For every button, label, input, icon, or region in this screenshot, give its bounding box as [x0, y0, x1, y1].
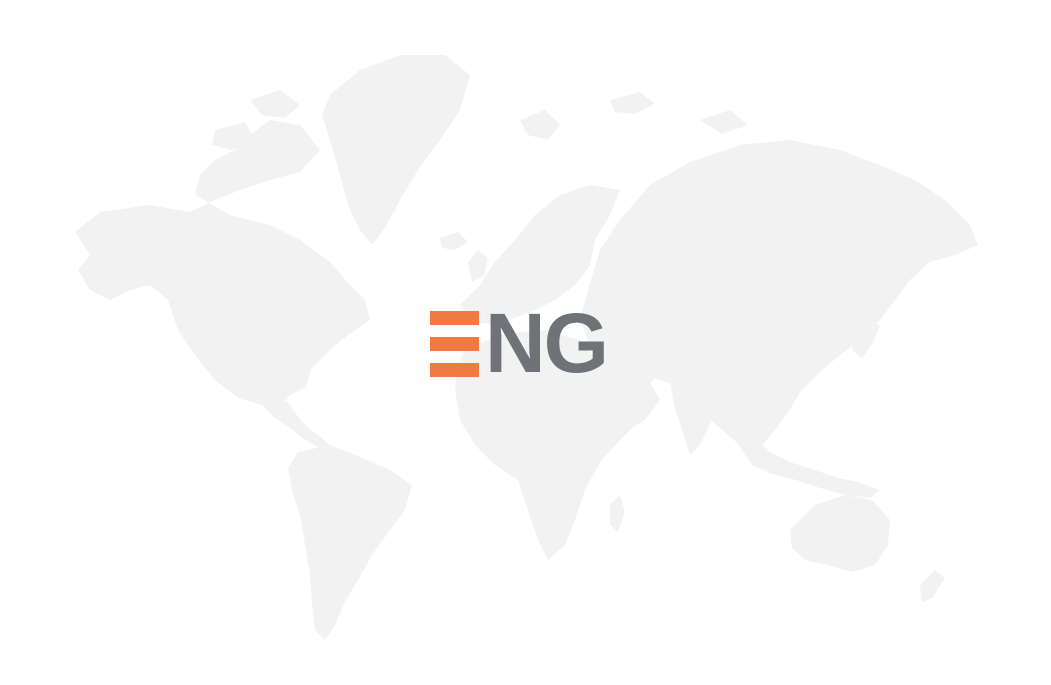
continent-south-america [288, 445, 412, 640]
region-southeast-asia [735, 438, 880, 498]
continent-europe [460, 185, 620, 325]
logo-text: NG [485, 296, 609, 390]
logo-bar-middle [430, 337, 479, 351]
region-arabia [590, 360, 660, 432]
island-uk [468, 250, 488, 282]
logo-e-bars [430, 311, 479, 377]
continent-australia [790, 495, 890, 572]
island-new-zealand [920, 570, 945, 602]
continent-africa [455, 330, 640, 560]
continent-asia [580, 140, 978, 448]
continent-north-america [75, 120, 370, 410]
continent-central-america [262, 402, 332, 448]
island-iceland [440, 232, 468, 250]
island-japan [852, 318, 880, 358]
continent-greenland [322, 55, 470, 245]
eng-logo: NG [430, 301, 630, 385]
logo-bar-top [430, 311, 479, 325]
region-india [670, 375, 718, 455]
logo-bar-bottom [430, 363, 479, 377]
island-madagascar [610, 495, 625, 532]
islands-arctic [212, 90, 748, 150]
